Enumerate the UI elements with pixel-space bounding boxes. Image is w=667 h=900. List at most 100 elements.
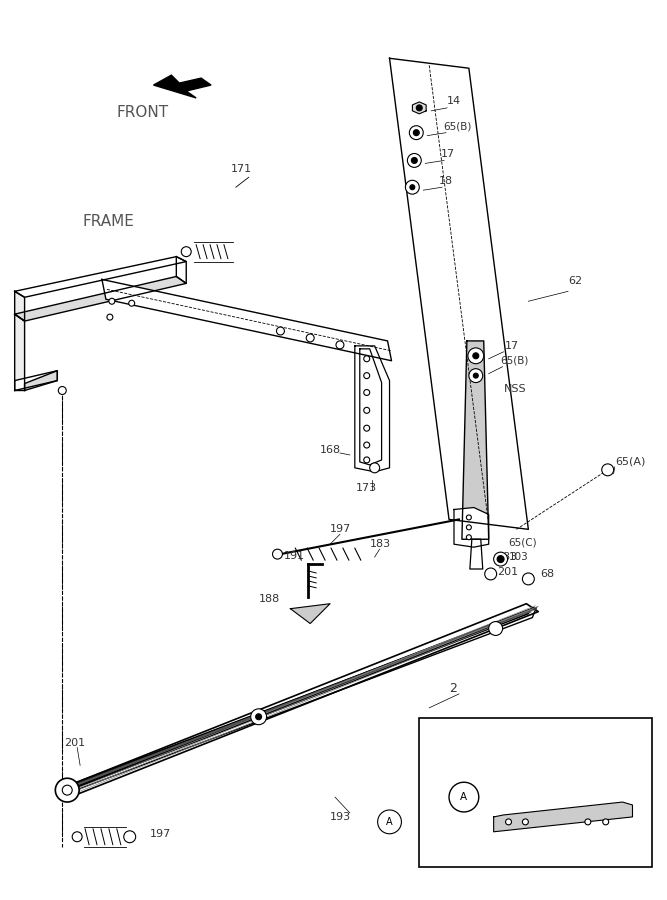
- Text: 65(C): 65(C): [508, 537, 537, 547]
- Text: 191: 191: [283, 551, 305, 561]
- Polygon shape: [15, 256, 186, 297]
- Text: 183: 183: [370, 539, 391, 549]
- Text: 2: 2: [449, 681, 457, 695]
- Text: 68: 68: [540, 569, 554, 579]
- Circle shape: [466, 525, 472, 530]
- Circle shape: [251, 709, 267, 725]
- Polygon shape: [462, 341, 489, 539]
- Circle shape: [406, 180, 420, 194]
- Circle shape: [107, 314, 113, 320]
- Circle shape: [55, 778, 79, 802]
- Circle shape: [378, 810, 402, 833]
- Polygon shape: [290, 604, 330, 624]
- Polygon shape: [470, 539, 483, 569]
- Circle shape: [129, 301, 135, 306]
- Circle shape: [506, 819, 512, 825]
- Text: 14: 14: [447, 96, 461, 106]
- Polygon shape: [153, 75, 211, 98]
- Text: 17: 17: [441, 149, 455, 159]
- Polygon shape: [60, 608, 536, 796]
- Circle shape: [522, 819, 528, 825]
- Circle shape: [410, 184, 415, 190]
- Circle shape: [468, 348, 484, 364]
- Circle shape: [408, 154, 422, 167]
- Circle shape: [466, 535, 472, 540]
- Circle shape: [364, 373, 370, 379]
- Text: ASSIST  SIDE: ASSIST SIDE: [434, 724, 515, 736]
- Circle shape: [364, 408, 370, 413]
- Circle shape: [474, 374, 478, 378]
- Circle shape: [336, 341, 344, 349]
- Circle shape: [585, 819, 591, 825]
- Text: 168: 168: [320, 445, 342, 455]
- Text: A: A: [460, 792, 468, 802]
- Circle shape: [58, 386, 66, 394]
- Circle shape: [72, 832, 82, 842]
- Circle shape: [306, 334, 314, 342]
- Circle shape: [473, 353, 479, 359]
- Text: 183: 183: [497, 552, 518, 562]
- Polygon shape: [102, 279, 392, 361]
- Text: 188: 188: [259, 594, 280, 604]
- Text: 17: 17: [504, 341, 519, 351]
- Circle shape: [494, 552, 508, 566]
- Text: 62: 62: [568, 276, 582, 286]
- Circle shape: [62, 785, 72, 795]
- Polygon shape: [355, 346, 390, 472]
- Circle shape: [416, 105, 422, 111]
- Text: 65(B): 65(B): [501, 356, 529, 365]
- Text: A: A: [386, 817, 393, 827]
- Text: FRONT: FRONT: [117, 105, 169, 121]
- Text: 201: 201: [64, 737, 85, 748]
- Circle shape: [602, 464, 614, 476]
- Polygon shape: [15, 314, 25, 391]
- Circle shape: [449, 782, 479, 812]
- Circle shape: [497, 555, 504, 562]
- Circle shape: [277, 327, 284, 335]
- Circle shape: [603, 819, 609, 825]
- Circle shape: [485, 568, 497, 580]
- Polygon shape: [412, 102, 426, 113]
- Circle shape: [414, 130, 420, 136]
- Circle shape: [124, 831, 135, 842]
- Polygon shape: [176, 256, 186, 284]
- Text: 103: 103: [508, 552, 528, 562]
- Circle shape: [273, 549, 282, 559]
- Text: 201: 201: [497, 567, 518, 577]
- Circle shape: [489, 622, 502, 635]
- Circle shape: [181, 247, 191, 256]
- Polygon shape: [15, 276, 186, 321]
- Circle shape: [364, 442, 370, 448]
- Text: 193: 193: [330, 812, 351, 822]
- Text: 65(A): 65(A): [616, 457, 646, 467]
- Polygon shape: [390, 58, 528, 529]
- Circle shape: [109, 298, 115, 304]
- Circle shape: [364, 457, 370, 463]
- Text: 197: 197: [149, 829, 171, 839]
- Text: 197: 197: [330, 525, 352, 535]
- Polygon shape: [360, 349, 382, 465]
- Polygon shape: [494, 802, 632, 832]
- Circle shape: [469, 369, 483, 382]
- Polygon shape: [15, 371, 57, 391]
- Circle shape: [412, 158, 418, 164]
- Circle shape: [410, 126, 424, 140]
- Text: 18: 18: [439, 176, 454, 186]
- Text: 173: 173: [356, 482, 377, 492]
- Text: 65(B): 65(B): [443, 122, 472, 131]
- Text: 192: 192: [593, 784, 614, 794]
- Circle shape: [522, 573, 534, 585]
- Text: NSS: NSS: [504, 383, 526, 393]
- Polygon shape: [454, 508, 489, 547]
- FancyBboxPatch shape: [420, 718, 652, 867]
- Circle shape: [364, 425, 370, 431]
- Polygon shape: [59, 604, 538, 797]
- Text: FRAME: FRAME: [82, 214, 134, 230]
- Circle shape: [255, 714, 261, 720]
- Polygon shape: [15, 292, 25, 321]
- Circle shape: [370, 463, 380, 473]
- Text: 171: 171: [231, 165, 252, 175]
- Polygon shape: [25, 371, 57, 391]
- Circle shape: [364, 356, 370, 362]
- Circle shape: [364, 390, 370, 395]
